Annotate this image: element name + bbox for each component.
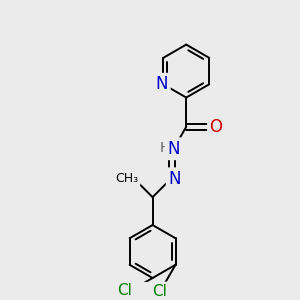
Text: Cl: Cl [152, 284, 167, 299]
Text: O: O [210, 118, 223, 136]
Text: CH₃: CH₃ [116, 172, 139, 185]
Text: Cl: Cl [117, 283, 132, 298]
Text: N: N [156, 75, 168, 93]
Text: N: N [167, 140, 180, 158]
Text: H: H [159, 141, 170, 154]
Text: N: N [168, 170, 181, 188]
